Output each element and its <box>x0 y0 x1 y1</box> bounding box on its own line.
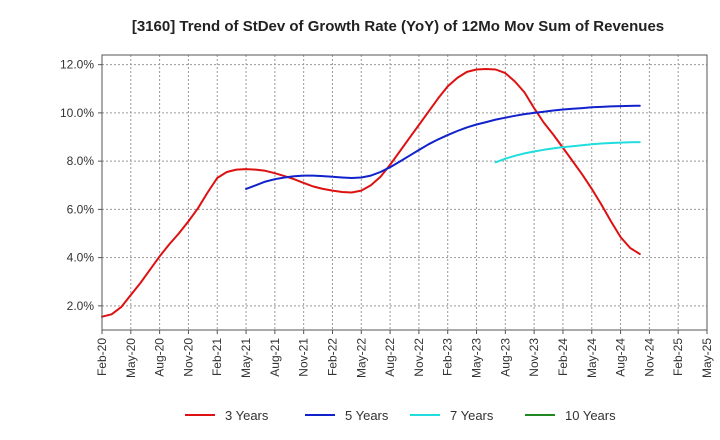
x-tick-label: Nov-24 <box>642 338 656 377</box>
plot-frame <box>101 54 708 331</box>
legend: 3 Years 5 Years 7 Years 10 Years <box>185 408 616 423</box>
x-axis: Feb-20 May-20 Aug-20 Nov-20 Feb-21 May-21 Aug-… <box>95 330 714 378</box>
legend-label-5-years: 5 Years <box>345 408 389 423</box>
legend-label-7-years: 7 Years <box>450 408 494 423</box>
x-tick-label: May-25 <box>700 338 714 378</box>
y-tick-label: 2.0% <box>67 299 95 313</box>
chart-title: [3160] Trend of StDev of Growth Rate (Yo… <box>132 18 664 35</box>
plot-area <box>102 55 707 330</box>
y-tick-label: 12.0% <box>60 58 94 72</box>
grid <box>101 55 708 330</box>
y-axis: 2.0% 4.0% 6.0% 8.0% 10.0% 12.0% <box>60 58 102 313</box>
x-tick-label: May-23 <box>470 338 484 378</box>
x-tick-label: May-20 <box>124 338 138 378</box>
x-tick-label: Aug-21 <box>268 338 282 377</box>
x-tick-label: May-22 <box>354 338 368 378</box>
series-layer <box>101 68 641 318</box>
x-tick-label: Aug-24 <box>614 338 628 377</box>
x-tick-label: Feb-21 <box>210 338 224 376</box>
x-tick-label: Aug-22 <box>383 338 397 377</box>
x-tick-label: Feb-23 <box>441 338 455 376</box>
x-tick-label: May-24 <box>585 338 599 378</box>
x-tick-label: Feb-24 <box>556 338 570 376</box>
series-line-3-years <box>101 68 641 318</box>
x-tick-label: Nov-23 <box>527 338 541 377</box>
y-tick-label: 4.0% <box>67 251 95 265</box>
legend-label-10-years: 10 Years <box>565 408 616 423</box>
x-tick-label: Nov-21 <box>297 338 311 377</box>
x-tick-label: Aug-23 <box>498 338 512 377</box>
x-tick-label: Nov-22 <box>412 338 426 377</box>
x-tick-label: Feb-25 <box>671 338 685 376</box>
x-tick-label: Feb-20 <box>95 338 109 376</box>
x-tick-label: Aug-20 <box>153 338 167 377</box>
y-tick-label: 8.0% <box>67 154 95 168</box>
x-tick-label: May-21 <box>239 338 253 378</box>
series-line-5-years <box>245 104 641 190</box>
legend-label-3-years: 3 Years <box>225 408 269 423</box>
x-tick-label: Feb-22 <box>325 338 339 376</box>
x-tick-label: Nov-20 <box>181 338 195 377</box>
series-line-7-years <box>494 141 641 164</box>
y-tick-label: 6.0% <box>67 202 95 216</box>
y-tick-label: 10.0% <box>60 106 94 120</box>
